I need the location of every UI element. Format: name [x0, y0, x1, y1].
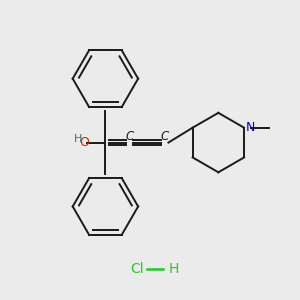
- Text: N: N: [246, 121, 255, 134]
- Text: H: H: [168, 262, 179, 276]
- Text: C: C: [125, 130, 133, 142]
- Text: Cl: Cl: [130, 262, 144, 276]
- Text: C: C: [161, 130, 169, 142]
- Text: O: O: [79, 136, 89, 149]
- Text: H: H: [74, 134, 82, 144]
